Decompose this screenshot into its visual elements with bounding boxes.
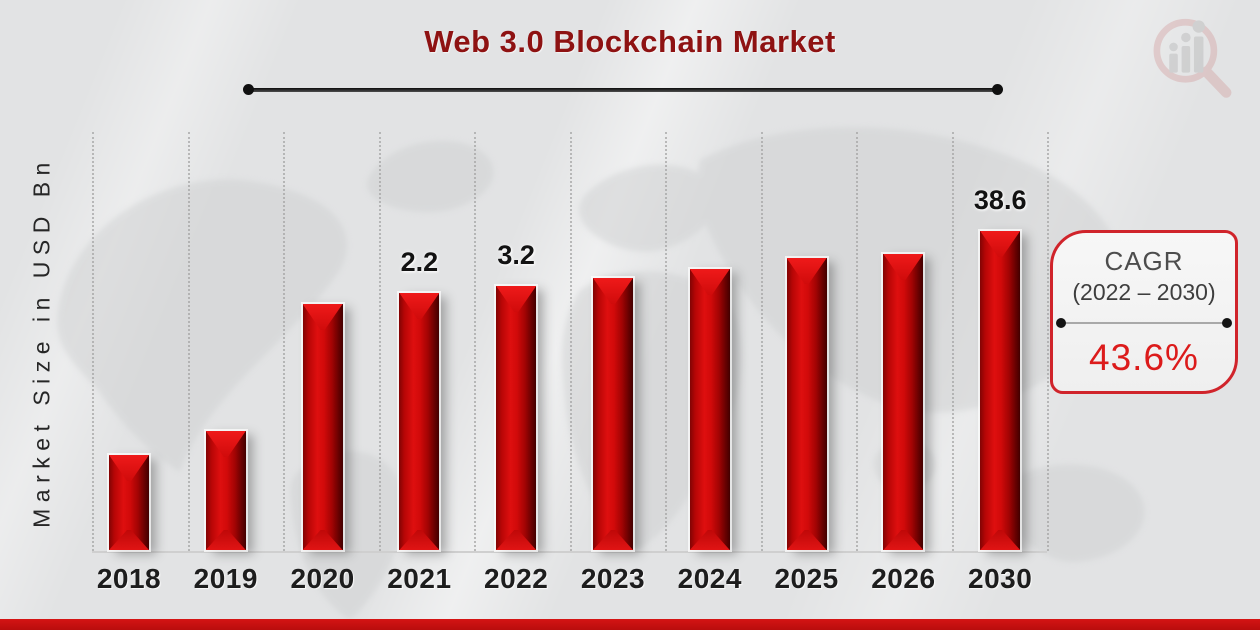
bar (593, 278, 633, 550)
bar (883, 254, 924, 550)
cagr-card: CAGR (2022 – 2030) 43.6% (1050, 230, 1238, 394)
gridline (187, 132, 190, 551)
gridline (856, 132, 858, 551)
gridline (569, 132, 572, 551)
cagr-value: 43.6% (1089, 337, 1199, 378)
bar (109, 455, 149, 550)
bar-value-label: 2.2 (400, 247, 439, 277)
x-axis-tick-label: 2025 (774, 563, 839, 594)
x-axis-tick-label: 2026 (871, 563, 936, 594)
bar (689, 269, 730, 550)
brand-logo-icon (1153, 18, 1232, 98)
x-axis-tick-label: 2023 (580, 563, 646, 594)
x-axis-tick-label: 2022 (484, 563, 549, 594)
gridline (665, 132, 667, 551)
bar (205, 431, 246, 550)
gridline (474, 132, 476, 551)
bar-value-label: 3.2 (497, 240, 535, 270)
title-underline (243, 84, 1003, 95)
bar (496, 286, 537, 550)
gridline (378, 132, 381, 551)
cagr-divider (1056, 318, 1232, 328)
plot-area: 2018 2019 2020 2.2 2021 3.2 2022 2023 2024 2025 20… (92, 132, 1049, 594)
x-axis-tick-label: 2019 (193, 563, 258, 594)
x-axis-tick-label: 2024 (677, 563, 742, 594)
gridline (283, 132, 285, 551)
bar (302, 304, 343, 550)
gridline (92, 132, 94, 551)
bar (399, 293, 440, 550)
bar (786, 258, 827, 550)
x-axis-tick-label: 2021 (387, 563, 452, 594)
bar (980, 231, 1021, 550)
bar-value-label: 38.6 (973, 185, 1027, 215)
x-axis-tick-label: 2030 (968, 563, 1033, 594)
chart-title: Web 3.0 Blockchain Market (424, 24, 836, 59)
gridline (951, 132, 954, 551)
x-axis-tick-label: 2018 (96, 563, 162, 594)
x-axis-tick-label: 2020 (290, 563, 355, 594)
cagr-range: (2022 – 2030) (1072, 279, 1216, 305)
bottom-accent-bar (0, 619, 1260, 630)
cagr-heading: CAGR (1104, 246, 1184, 276)
gridline (1047, 132, 1049, 551)
y-axis-label: Market Size in USD Bn (28, 156, 55, 528)
gridline (760, 132, 763, 551)
